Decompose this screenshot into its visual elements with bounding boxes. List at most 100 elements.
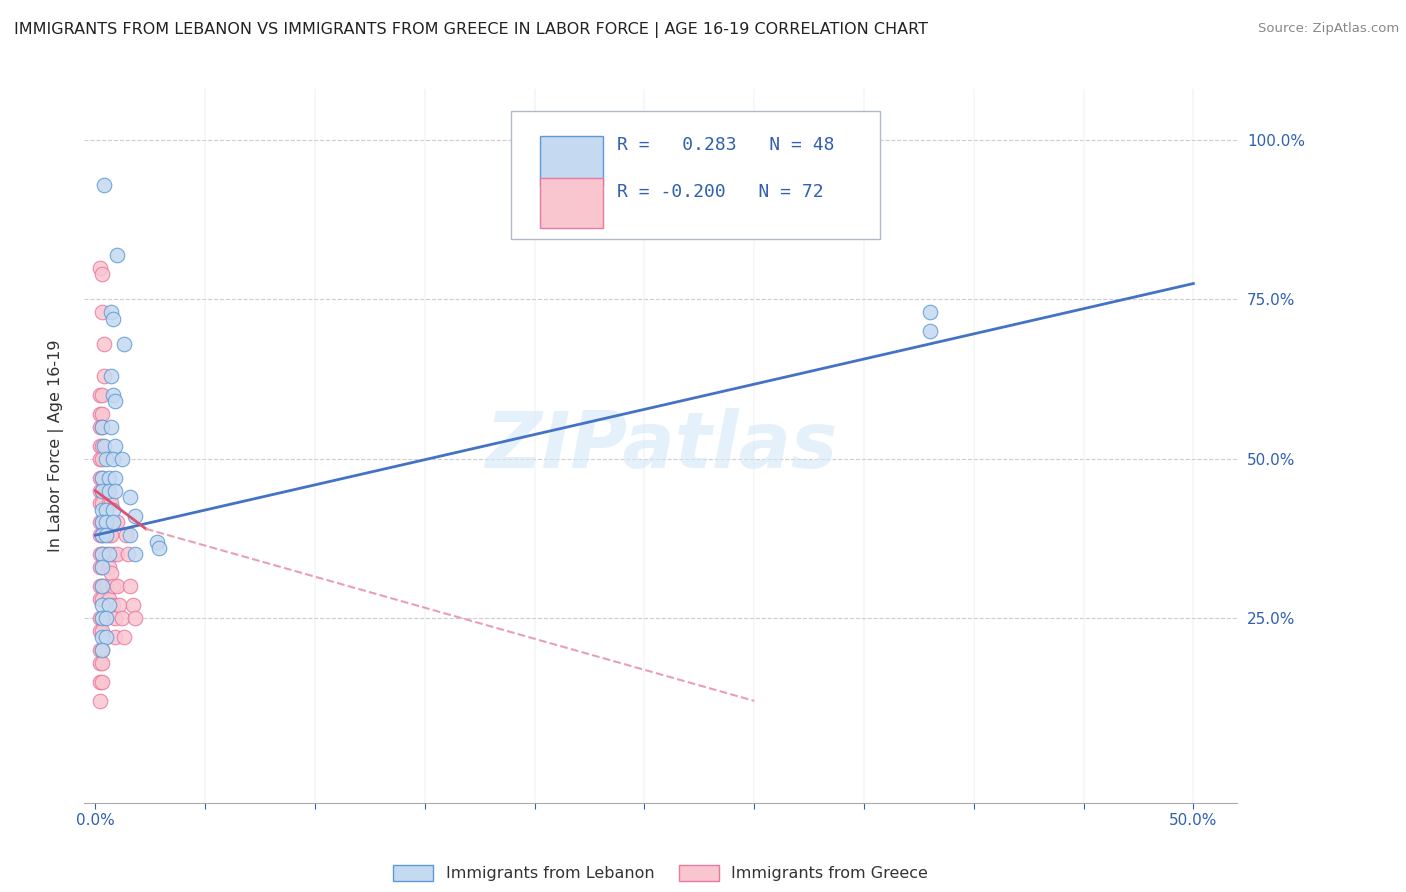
Point (90, 560, 112, 574)
Point (90, 267, 112, 281)
Point (97, 496, 120, 510)
Point (120, 579, 142, 593)
Point (96, 483, 118, 498)
Point (100, 368, 122, 383)
Point (90, 471, 112, 485)
Point (90, 471, 112, 485)
Point (104, 471, 127, 485)
Point (90, 483, 112, 498)
Point (96, 611, 118, 625)
Point (101, 599, 124, 613)
Point (96, 547, 118, 561)
Point (90, 439, 112, 453)
Point (90, 579, 112, 593)
Point (89, 407, 111, 421)
Point (90, 599, 112, 613)
Point (96, 630, 118, 644)
Point (89, 451, 111, 466)
Point (101, 516, 124, 530)
Point (96, 516, 118, 530)
Point (89, 611, 111, 625)
Point (101, 579, 124, 593)
Point (93, 439, 115, 453)
Point (90, 407, 112, 421)
Point (148, 541, 170, 555)
Text: IMMIGRANTS FROM LEBANON VS IMMIGRANTS FROM GREECE IN LABOR FORCE | AGE 16-19 COR: IMMIGRANTS FROM LEBANON VS IMMIGRANTS FR… (14, 22, 928, 38)
Point (90, 591, 112, 606)
Point (90, 560, 112, 574)
Point (96, 579, 118, 593)
Legend: Immigrants from Lebanon, Immigrants from Greece: Immigrants from Lebanon, Immigrants from… (387, 858, 935, 888)
Point (90, 630, 112, 644)
Point (96, 502, 118, 516)
Point (90, 516, 112, 530)
Point (121, 599, 143, 613)
Text: R =   0.283   N = 48: R = 0.283 N = 48 (617, 136, 835, 153)
Point (90, 388, 112, 402)
Point (89, 560, 111, 574)
Point (89, 471, 111, 485)
Point (104, 394, 127, 409)
Point (90, 643, 112, 657)
Point (918, 324, 941, 338)
Text: Source: ZipAtlas.com: Source: ZipAtlas.com (1258, 22, 1399, 36)
Point (90, 656, 112, 670)
Point (90, 496, 112, 510)
Point (90, 547, 112, 561)
Point (101, 516, 124, 530)
Point (90, 528, 112, 542)
Point (105, 248, 128, 262)
Point (146, 534, 169, 549)
Point (90, 611, 112, 625)
Point (89, 624, 111, 638)
Point (90, 516, 112, 530)
Point (97, 471, 120, 485)
Point (101, 311, 124, 326)
Point (111, 611, 134, 625)
Point (89, 674, 111, 689)
Point (101, 502, 124, 516)
Point (90, 611, 112, 625)
Point (90, 674, 112, 689)
Point (89, 528, 111, 542)
Point (90, 502, 112, 516)
Point (100, 496, 122, 510)
Text: ZIPatlas: ZIPatlas (485, 408, 837, 484)
Point (93, 368, 115, 383)
Point (89, 579, 111, 593)
Point (105, 547, 128, 561)
Point (89, 516, 111, 530)
Point (100, 420, 122, 434)
Point (111, 451, 134, 466)
Point (93, 337, 115, 351)
Point (100, 566, 122, 581)
Point (89, 643, 111, 657)
Point (104, 439, 127, 453)
Point (117, 547, 139, 561)
Point (90, 547, 112, 561)
FancyBboxPatch shape (510, 111, 880, 239)
Point (96, 516, 118, 530)
Point (918, 305, 941, 319)
Point (89, 260, 111, 275)
Point (97, 591, 120, 606)
Point (89, 388, 111, 402)
Text: R = -0.200   N = 72: R = -0.200 N = 72 (617, 184, 824, 202)
Y-axis label: In Labor Force | Age 16-19: In Labor Force | Age 16-19 (48, 340, 63, 552)
Point (90, 420, 112, 434)
Point (112, 337, 135, 351)
Point (100, 528, 122, 542)
Point (105, 579, 128, 593)
Point (89, 420, 111, 434)
Point (101, 451, 124, 466)
Point (104, 483, 127, 498)
Point (89, 483, 111, 498)
FancyBboxPatch shape (540, 178, 603, 228)
Point (90, 624, 112, 638)
Point (124, 509, 146, 524)
Point (108, 599, 131, 613)
Point (89, 656, 111, 670)
Point (89, 591, 111, 606)
Point (100, 305, 122, 319)
Point (124, 547, 146, 561)
